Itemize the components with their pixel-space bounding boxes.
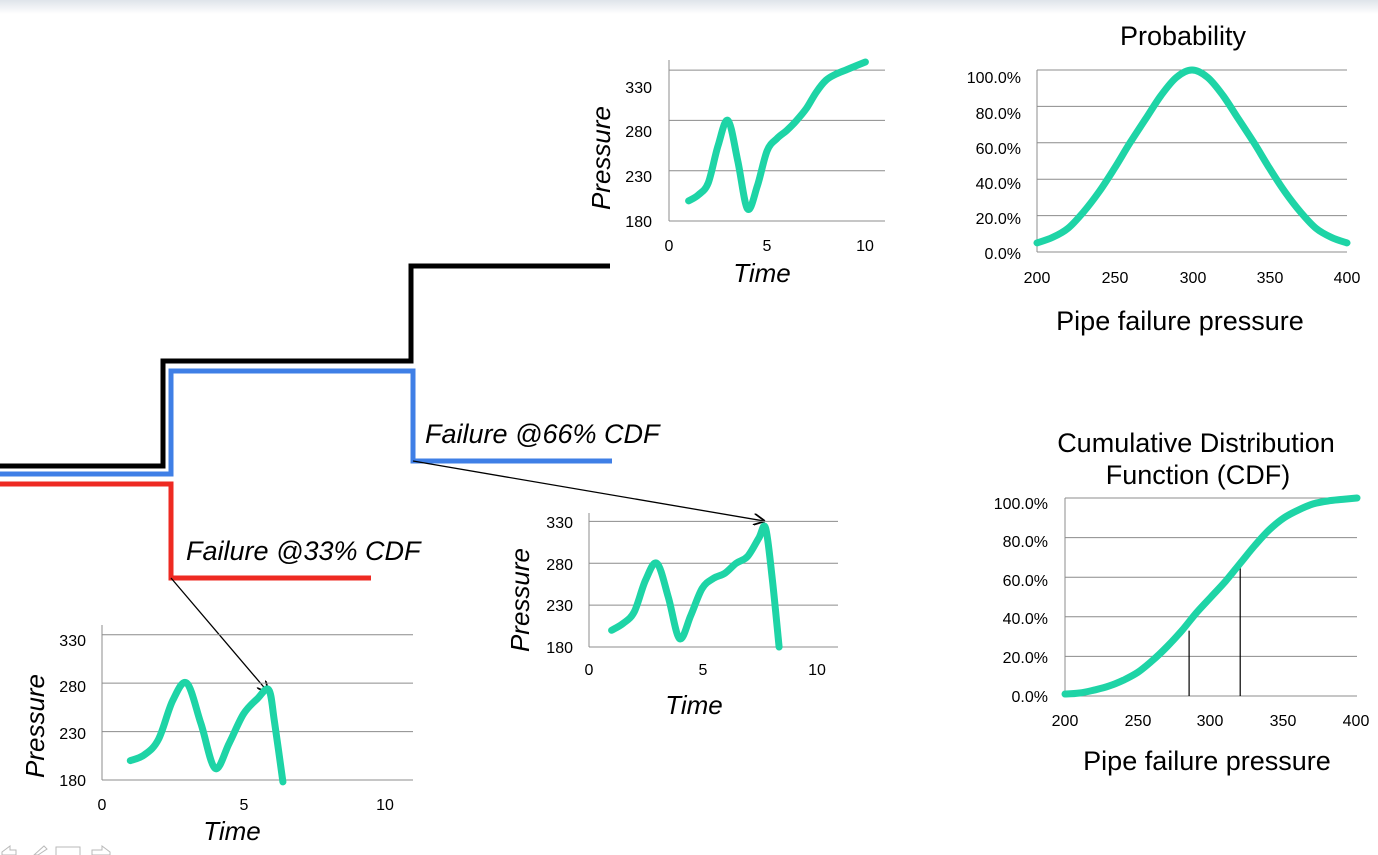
x-axis-title: Time [665,690,723,720]
back-arrow-icon[interactable] [1,845,17,855]
y-tick-label: 0.0% [1012,689,1048,706]
series-line [1061,494,1361,698]
y-tick-label: 80.0% [1003,534,1048,551]
arrow-failure-66 [412,460,764,521]
y-tick-label: 180 [59,773,86,790]
y-tick-label: 280 [59,679,86,696]
x-tick-label: 10 [808,662,826,679]
blue-path [0,368,612,477]
y-tick-label: 40.0% [1003,611,1048,628]
y-axis-title: Pressure [505,548,535,652]
x-tick-label: 5 [699,662,708,679]
series-line [685,58,869,214]
y-tick-label: 40.0% [976,176,1021,193]
top-shade [0,0,1378,14]
pressure-chart-top: 180 230 280 330 0 5 10 Time Pressure [586,58,885,288]
pressure-chart-bottom: 180 230 280 330 0 5 10 Time Pressure [20,625,413,846]
menu-icon[interactable] [55,846,81,855]
y-tick-label: 280 [546,557,573,574]
x-axis-title: Time [733,258,791,288]
y-axis-title: Pressure [20,674,50,778]
y-tick-label: 330 [59,633,86,650]
x-tick-label: 400 [1343,713,1370,730]
x-tick-label: 10 [856,238,874,255]
x-axis-title: Time [203,816,261,846]
y-tick-label: 0.0% [985,246,1021,263]
chart-title-line-1: Cumulative Distribution [1057,428,1335,458]
x-tick-label: 250 [1102,270,1129,287]
x-tick-label: 300 [1197,713,1224,730]
pressure-chart-middle: 180 230 280 330 0 5 10 Time Pressure [505,513,838,720]
x-tick-label: 5 [763,238,772,255]
red-path [0,481,371,581]
x-tick-label: 350 [1257,270,1284,287]
x-tick-label: 0 [98,797,107,814]
annotation-failure-33: Failure @33% CDF [186,536,422,566]
x-tick-label: 200 [1052,713,1079,730]
y-tick-label: 180 [546,640,573,657]
cdf-chart: Cumulative Distribution Function (CDF) 0… [994,428,1370,776]
annotation-failure-66: Failure @66% CDF [425,419,661,449]
y-tick-label: 330 [625,80,652,97]
chart-title: Probability [1120,21,1247,51]
x-tick-label: 10 [376,797,394,814]
y-tick-label: 100.0% [967,70,1021,87]
series-line [126,678,287,786]
x-tick-label: 350 [1270,713,1297,730]
y-tick-label: 230 [625,169,652,186]
x-tick-label: 0 [585,662,594,679]
pen-icon[interactable] [33,845,48,855]
series-line [608,522,783,651]
y-tick-label: 20.0% [976,211,1021,228]
y-tick-label: 230 [59,726,86,743]
y-tick-label: 60.0% [976,141,1021,158]
y-tick-label: 230 [546,598,573,615]
y-tick-label: 280 [625,124,652,141]
chart-title-line-2: Function (CDF) [1106,460,1291,490]
x-tick-label: 400 [1334,270,1361,287]
y-tick-label: 330 [546,515,573,532]
slide-nav-controls[interactable] [1,845,111,855]
y-tick-label: 80.0% [976,106,1021,123]
y-tick-label: 100.0% [994,496,1048,513]
x-tick-label: 5 [240,797,249,814]
event-tree: Failure @66% CDF Failure @33% CDF [0,263,764,692]
y-tick-label: 60.0% [1003,573,1048,590]
x-tick-label: 0 [665,238,674,255]
y-tick-label: 20.0% [1003,650,1048,667]
series-line [1033,66,1351,247]
y-tick-label: 180 [625,214,652,231]
x-tick-label: 200 [1024,270,1051,287]
y-axis-title: Pressure [586,106,616,210]
black-path [0,263,610,469]
forward-arrow-icon[interactable] [91,845,111,855]
x-axis-title: Pipe failure pressure [1056,306,1304,336]
probability-chart: Probability 0.0% 20.0% 40.0% 60.0% 80.0%… [967,21,1361,336]
x-tick-label: 300 [1180,270,1207,287]
x-tick-label: 250 [1125,713,1152,730]
x-axis-title: Pipe failure pressure [1083,746,1331,776]
